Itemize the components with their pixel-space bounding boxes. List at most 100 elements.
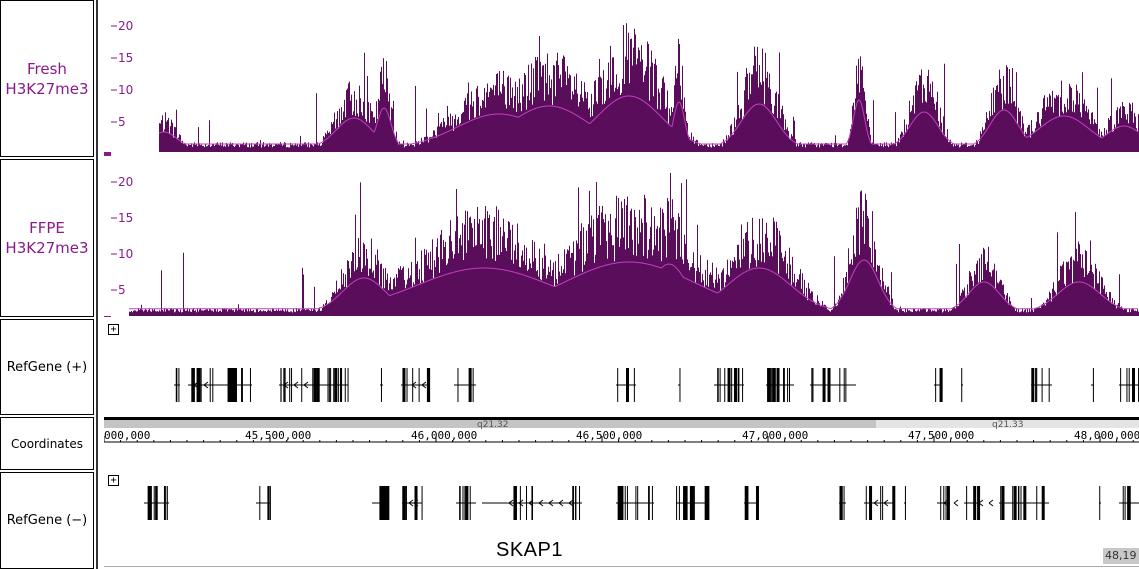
signal-bar	[793, 282, 794, 316]
signal-bar	[981, 254, 982, 316]
gene-exon	[1131, 368, 1135, 402]
signal-bar	[1070, 86, 1071, 152]
signal-bar	[202, 310, 203, 316]
signal-bar	[795, 286, 796, 316]
signal-bar	[589, 107, 590, 152]
signal-bar	[381, 263, 382, 316]
signal-bar	[1120, 307, 1121, 316]
signal-bar	[601, 78, 602, 152]
gene-exon	[1036, 368, 1038, 402]
signal-bar	[283, 310, 284, 316]
track-label-coordinates[interactable]: Coordinates	[0, 417, 94, 470]
signal-bar	[266, 312, 267, 316]
signal-bar	[704, 144, 705, 152]
signal-bar	[483, 248, 484, 316]
signal-bar	[277, 310, 278, 316]
gene-exon	[827, 368, 831, 402]
signal-bar	[294, 145, 295, 152]
gene-exon	[678, 486, 680, 520]
signal-bar	[965, 142, 966, 152]
signal-bar	[830, 145, 831, 152]
signal-bar	[632, 239, 633, 316]
track-label-fresh[interactable]: Fresh H3K27me3	[0, 0, 94, 157]
signal-bar	[587, 253, 588, 316]
expand-refgene-minus-button[interactable]: +	[108, 475, 119, 486]
signal-bar	[984, 129, 985, 152]
signal-bar	[1051, 301, 1052, 316]
signal-bar	[460, 234, 461, 316]
signal-bar	[1021, 128, 1022, 152]
signal-bar	[260, 309, 261, 316]
signal-bar	[723, 139, 724, 152]
signal-bar	[524, 245, 525, 316]
signal-bar	[1040, 126, 1041, 152]
signal-bar	[342, 120, 343, 152]
refgene-minus-track[interactable]	[104, 478, 1139, 523]
signal-bar	[764, 262, 765, 316]
signal-bar	[951, 144, 952, 152]
strand-arrow	[538, 499, 544, 507]
refgene-plus-track[interactable]	[104, 360, 1139, 410]
signal-bar	[598, 215, 599, 316]
coord-tick-label: 45,500,000	[245, 429, 311, 442]
signal-bar	[1078, 104, 1079, 152]
signal-bar	[191, 143, 192, 152]
signal-bar	[522, 250, 523, 316]
signal-bar	[1066, 112, 1067, 152]
signal-bar	[649, 239, 650, 316]
signal-bar	[352, 251, 353, 316]
signal-bar	[270, 310, 271, 316]
signal-bar	[969, 270, 970, 316]
signal-bar	[523, 260, 524, 316]
expand-refgene-plus-button[interactable]: +	[108, 324, 119, 335]
signal-bar	[351, 261, 352, 316]
signal-bar	[969, 146, 970, 152]
signal-bar	[658, 250, 659, 316]
signal-bar	[192, 309, 193, 316]
signal-bar	[660, 207, 661, 316]
signal-bar	[373, 270, 374, 316]
signal-bar	[1059, 116, 1060, 152]
signal-bar	[867, 120, 868, 152]
signal-bar	[761, 261, 762, 316]
signal-bar	[337, 111, 338, 152]
track-label-refgene-plus[interactable]: RefGene (+)	[0, 319, 94, 415]
signal-bar	[513, 108, 514, 152]
track-label-ffpe[interactable]: FFPE H3K27me3	[0, 159, 94, 317]
signal-bar	[176, 308, 177, 316]
gene-name-label[interactable]: SKAP1	[496, 539, 563, 561]
signal-bar	[811, 142, 812, 152]
signal-bar	[471, 91, 472, 152]
signal-bar	[749, 72, 750, 152]
track-label-refgene-minus[interactable]: RefGene (−)	[0, 472, 94, 569]
signal-bar	[974, 146, 975, 152]
signal-bar	[902, 132, 903, 152]
signal-bar	[439, 126, 440, 152]
signal-bar	[285, 309, 286, 316]
signal-bar	[964, 287, 965, 316]
signal-bar	[1015, 106, 1016, 152]
signal-bar	[948, 142, 949, 152]
gene-exon	[892, 486, 896, 520]
signal-bar	[979, 141, 980, 152]
signal-bar	[514, 250, 515, 316]
signal-bar	[941, 308, 942, 316]
signal-bar	[1069, 83, 1070, 152]
signal-bar	[533, 261, 534, 316]
coord-tick-label: 47,000,000	[742, 429, 808, 442]
signal-bar	[621, 92, 622, 152]
signal-bar	[596, 101, 597, 152]
signal-bar	[371, 111, 372, 152]
signal-bar	[235, 309, 236, 316]
signal-bar	[822, 300, 823, 316]
panel-divider[interactable]	[96, 0, 98, 569]
signal-bar	[390, 277, 391, 316]
signal-bar	[327, 304, 328, 316]
gene-exon	[839, 486, 843, 520]
coordinates-track[interactable]: q21.32 q21.33 000,000 45,500,000 46,000,…	[104, 417, 1139, 447]
signal-bar	[729, 137, 730, 152]
gene-exon	[418, 368, 420, 402]
signal-bar	[347, 260, 348, 316]
